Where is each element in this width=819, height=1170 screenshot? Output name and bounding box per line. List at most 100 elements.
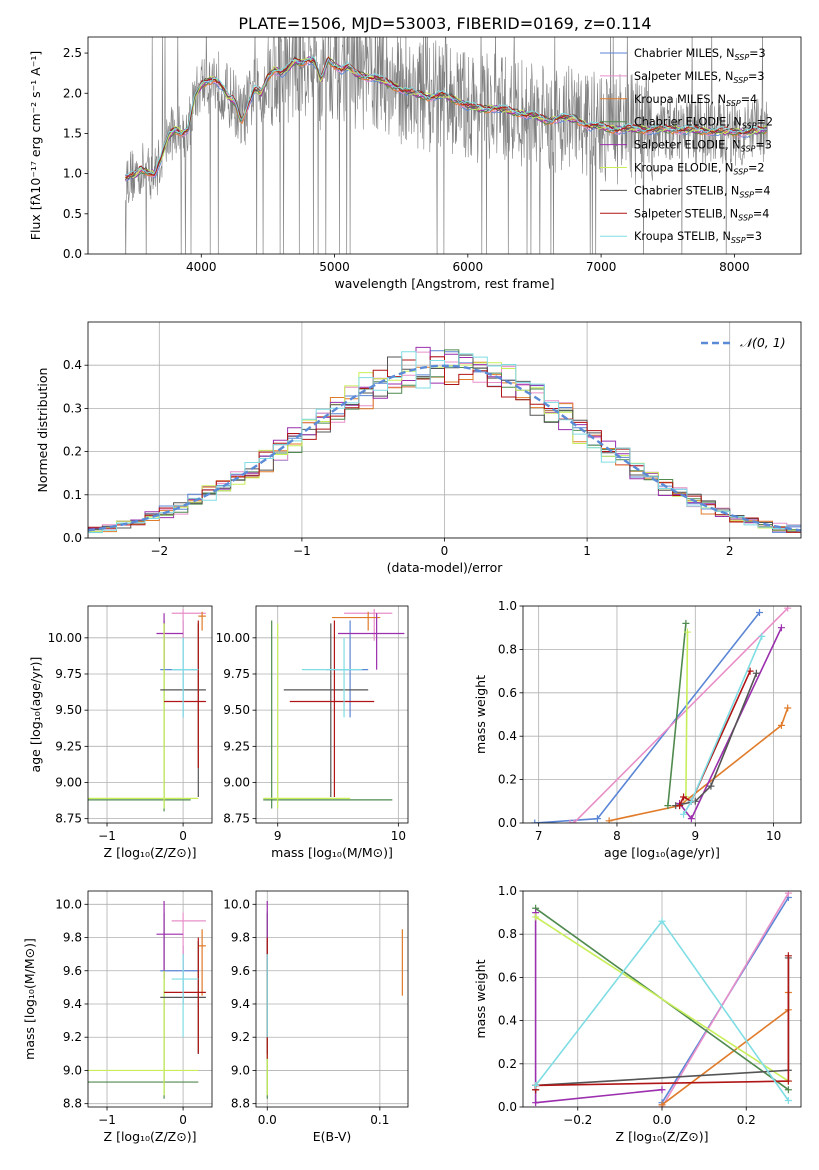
point-kroupa_stelib [171,954,199,1038]
series-line [678,670,751,806]
legend-sub: SSP [734,53,749,62]
legend-label: Salpeter MILES, N [634,70,733,83]
plot-area-weight_vs_z [523,891,801,1107]
y-axis-label: mass [log₁₀(M/M⊙)] [22,938,37,1060]
x-tick-label: 2 [726,544,734,558]
series-marker [784,1097,792,1105]
point-kroupa_miles [198,929,206,996]
legend-suffix: =3 [755,139,772,152]
model-curve-kroupa_stelib [125,56,767,176]
histogram-kroupa_stelib [88,351,801,536]
y-tick-label: 9.50 [55,703,82,717]
x-axis-label: (data-model)/error [387,560,504,575]
series-marker [784,891,792,897]
y-tick-label: 9.25 [223,739,250,753]
legend-entry-salpeter_miles: Salpeter MILES, NSSP=3 [634,70,765,85]
y-tick-label: 0.8 [498,642,517,656]
y-tick-label: 0.4 [498,729,517,743]
legend-entry-kroupa_elodie: Kroupa ELODIE, NSSP=2 [634,162,765,177]
x-tick-label: 0 [179,1113,187,1127]
x-tick-label: −0.2 [563,1113,592,1127]
y-tick-label: 2.0 [63,86,82,100]
series-line [675,673,758,807]
series-marker [680,793,688,801]
legend-entry-salpeter_elodie: Salpeter ELODIE, NSSP=3 [634,139,772,154]
y-tick-label: 9.6 [63,964,82,978]
y-tick-label: 8.8 [231,1097,250,1111]
point-kroupa_miles [332,611,381,631]
series-marker [566,819,574,823]
plot-area-weight_vs_age [523,606,801,823]
legend-suffix: =2 [748,162,765,175]
y-tick-label: 10.00 [48,631,82,645]
axes-weight_vs_z: −0.2 0.0 0.2 0.0 0.2 0.4 0.6 0.8 1.0 Z [log₁₀(Z/Z… [473,884,802,1144]
y-tick-label: 1.0 [498,884,517,898]
y-tick-label: 10.00 [216,631,250,645]
y-axis-label: age [log₁₀(age/yr)] [28,657,43,773]
series-marker [532,1081,540,1089]
series-marker [658,1086,666,1094]
series-marker [658,1101,666,1107]
point-chabrier_elodie [263,620,393,809]
y-tick-label: 0.0 [498,1100,517,1114]
y-tick-label: 0.2 [498,1057,517,1071]
x-tick-label: 8000 [719,260,750,274]
y-tick-label: 0.0 [498,816,517,830]
x-axis-label: mass [log₁₀(M/M⊙)] [271,845,393,860]
legend-suffix: =2 [756,116,773,129]
point-salpeter_elodie [156,613,184,670]
series-marker [758,632,766,640]
point-salpeter_stelib [164,620,206,769]
y-tick-label: 9.8 [231,931,250,945]
y-tick-label: 9.8 [63,931,82,945]
axes-frame [87,890,213,1108]
y-tick-label: 9.50 [223,703,250,717]
series-marker [605,817,613,823]
y-tick-label: 0.6 [498,970,517,984]
point-salpeter_stelib [289,620,375,797]
plot-area-mass_vs_z [88,891,212,1107]
x-tick-label: 0.2 [737,1113,756,1127]
plot-area-age_vs_z [88,606,212,823]
x-tick-label: 7000 [586,260,617,274]
y-axis-label: mass weight [473,959,488,1038]
y-tick-label: 0.4 [63,358,82,372]
series-salpeter_elodie [676,624,785,823]
legend-sub: SSP [742,122,757,131]
x-tick-label: 8 [613,829,621,843]
y-tick-label: 0.0 [63,247,82,261]
axes-frame [255,605,409,824]
y-tick-label: 8.75 [223,812,250,826]
observed-spectrum [125,37,768,254]
legend-sub: SSP [731,236,746,245]
series-marker [784,606,792,612]
series-salpeter_miles [566,606,792,823]
y-tick-label: 0.4 [498,1014,517,1028]
series-marker [658,917,666,925]
point-kroupa_stelib [171,637,199,718]
x-tick-label: −1 [98,1113,116,1127]
axes-residuals: −2 −1 0 1 2 0.0 0.1 0.2 0.3 0.4 (data-model)/error… [35,321,802,575]
legend-label: Chabrier MILES, N [634,47,734,60]
axes-spectrum: 4000 5000 6000 7000 8000 0.0 0.5 1.0 1.5 2.0 2.5 wa… [28,36,802,291]
legend-label: Kroupa MILES, N [634,93,726,106]
y-tick-label: 1.0 [498,599,517,613]
legend-sub: SSP [733,76,748,85]
series-chabrier_elodie [664,619,690,810]
axes-mass_vs_ebv: 0.0 0.1 8.8 9.0 9.2 9.4 9.6 9.8 10.0 E(B-V) [223,890,409,1144]
series-marker [784,952,792,960]
series-line [534,912,663,1104]
y-tick-label: 9.0 [231,1063,250,1077]
series-marker [777,624,785,632]
y-tick-label: 1.5 [63,126,82,140]
series-chabrier_stelib [672,669,760,810]
legend-label: Kroupa ELODIE, N [634,162,733,175]
legend-label: Salpeter ELODIE, N [634,139,741,152]
point-kroupa_stelib [301,637,363,718]
y-tick-label: 9.25 [55,739,82,753]
legend-suffix: =3 [748,70,765,83]
y-tick-label: 0.2 [63,445,82,459]
point-kroupa_elodie [88,623,199,809]
series-line [685,631,689,798]
